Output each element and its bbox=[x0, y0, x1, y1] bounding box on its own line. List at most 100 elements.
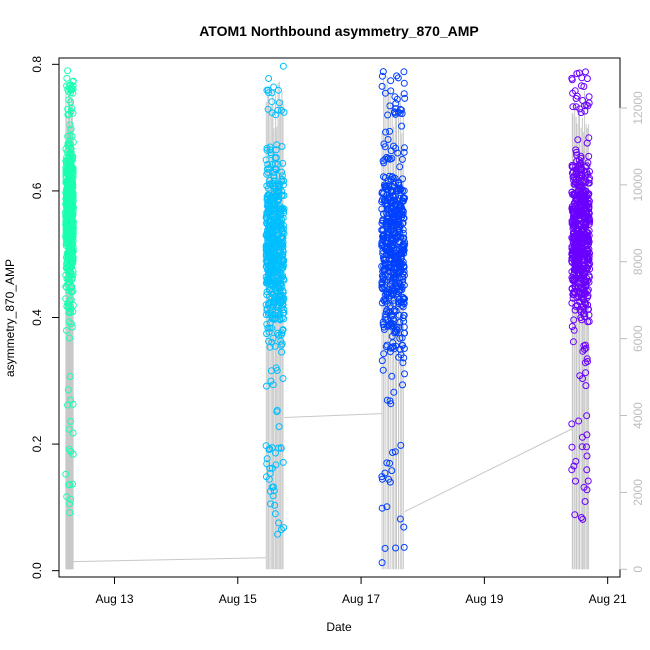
data-point bbox=[69, 221, 77, 229]
data-point bbox=[391, 110, 399, 118]
data-point bbox=[268, 338, 276, 346]
data-point bbox=[68, 273, 76, 281]
data-point bbox=[387, 77, 395, 85]
data-point bbox=[263, 195, 271, 203]
data-point bbox=[275, 99, 283, 107]
data-point bbox=[69, 450, 77, 458]
data-point bbox=[64, 203, 72, 211]
data-point bbox=[400, 148, 408, 156]
data-point bbox=[66, 121, 74, 129]
data-point bbox=[586, 265, 594, 273]
data-point bbox=[267, 377, 275, 385]
data-point bbox=[381, 155, 389, 163]
data-point bbox=[577, 109, 585, 117]
data-point bbox=[582, 101, 590, 109]
data-point bbox=[388, 155, 396, 162]
data-point bbox=[570, 211, 578, 219]
data-point bbox=[570, 190, 578, 198]
data-point bbox=[394, 233, 402, 241]
x-axis: Aug 13 Aug 15 Aug 17 Aug 19 Aug 21 bbox=[95, 576, 627, 606]
data-point bbox=[270, 83, 278, 91]
data-point bbox=[397, 186, 405, 193]
data-point bbox=[572, 241, 580, 249]
data-point bbox=[64, 183, 72, 191]
data-point bbox=[386, 459, 394, 467]
data-point bbox=[264, 265, 272, 272]
data-point bbox=[569, 338, 577, 346]
data-point bbox=[384, 111, 392, 119]
data-point bbox=[68, 166, 76, 174]
data-point bbox=[69, 480, 77, 488]
data-point bbox=[391, 259, 398, 267]
data-point bbox=[388, 241, 396, 249]
data-point bbox=[572, 477, 579, 485]
data-point bbox=[378, 82, 386, 90]
data-point bbox=[400, 268, 408, 276]
data-point bbox=[576, 207, 584, 214]
data-point bbox=[263, 182, 271, 190]
data-point bbox=[270, 487, 278, 495]
data-point bbox=[578, 303, 585, 311]
data-point bbox=[386, 397, 394, 405]
data-point bbox=[390, 345, 398, 353]
data-point bbox=[68, 228, 76, 236]
data-point bbox=[571, 306, 579, 314]
data-point bbox=[66, 334, 73, 342]
data-point bbox=[400, 523, 408, 531]
data-point bbox=[272, 287, 280, 295]
data-point bbox=[391, 448, 399, 456]
data-point bbox=[275, 292, 283, 300]
data-point bbox=[275, 231, 283, 239]
data-point bbox=[388, 372, 396, 380]
data-point bbox=[386, 127, 394, 135]
data-point bbox=[384, 234, 392, 242]
data-point bbox=[394, 149, 402, 157]
data-point bbox=[571, 511, 579, 519]
data-point bbox=[577, 314, 585, 321]
data-point bbox=[389, 192, 397, 200]
data-point bbox=[265, 209, 273, 217]
data-point bbox=[400, 543, 408, 551]
data-point bbox=[64, 228, 72, 236]
data-point bbox=[400, 300, 408, 307]
data-point bbox=[400, 144, 408, 152]
data-point bbox=[275, 246, 283, 254]
data-point bbox=[278, 526, 285, 533]
data-point bbox=[263, 259, 271, 267]
y-tick-label: 0.4 bbox=[30, 309, 44, 326]
data-point bbox=[265, 75, 273, 82]
data-point bbox=[584, 159, 592, 167]
data-point bbox=[390, 196, 398, 204]
data-point bbox=[396, 318, 404, 326]
data-point bbox=[572, 457, 580, 465]
data-point bbox=[396, 515, 404, 523]
secondary-y-tick-label: 2000 bbox=[631, 479, 645, 506]
data-point bbox=[392, 544, 400, 552]
data-point bbox=[577, 230, 585, 238]
secondary-connector bbox=[283, 413, 382, 418]
data-point bbox=[386, 308, 394, 316]
data-point bbox=[379, 321, 387, 329]
data-point bbox=[268, 109, 276, 117]
data-point bbox=[67, 125, 75, 133]
data-point bbox=[266, 445, 273, 453]
data-point bbox=[276, 315, 284, 322]
data-point bbox=[379, 157, 387, 165]
data-point bbox=[65, 206, 72, 214]
data-point bbox=[270, 174, 278, 182]
data-point bbox=[263, 170, 271, 178]
data-point bbox=[396, 109, 404, 117]
data-point bbox=[66, 297, 73, 305]
data-point bbox=[274, 86, 282, 94]
data-point bbox=[585, 209, 593, 217]
data-point bbox=[385, 475, 393, 483]
data-point bbox=[380, 326, 388, 333]
data-point bbox=[581, 345, 588, 353]
data-point bbox=[583, 287, 591, 295]
data-point bbox=[399, 175, 406, 183]
data-point bbox=[65, 445, 73, 453]
data-point bbox=[277, 274, 285, 282]
data-point bbox=[387, 264, 395, 272]
x-tick-label: Aug 17 bbox=[342, 592, 380, 606]
data-point bbox=[68, 194, 76, 202]
